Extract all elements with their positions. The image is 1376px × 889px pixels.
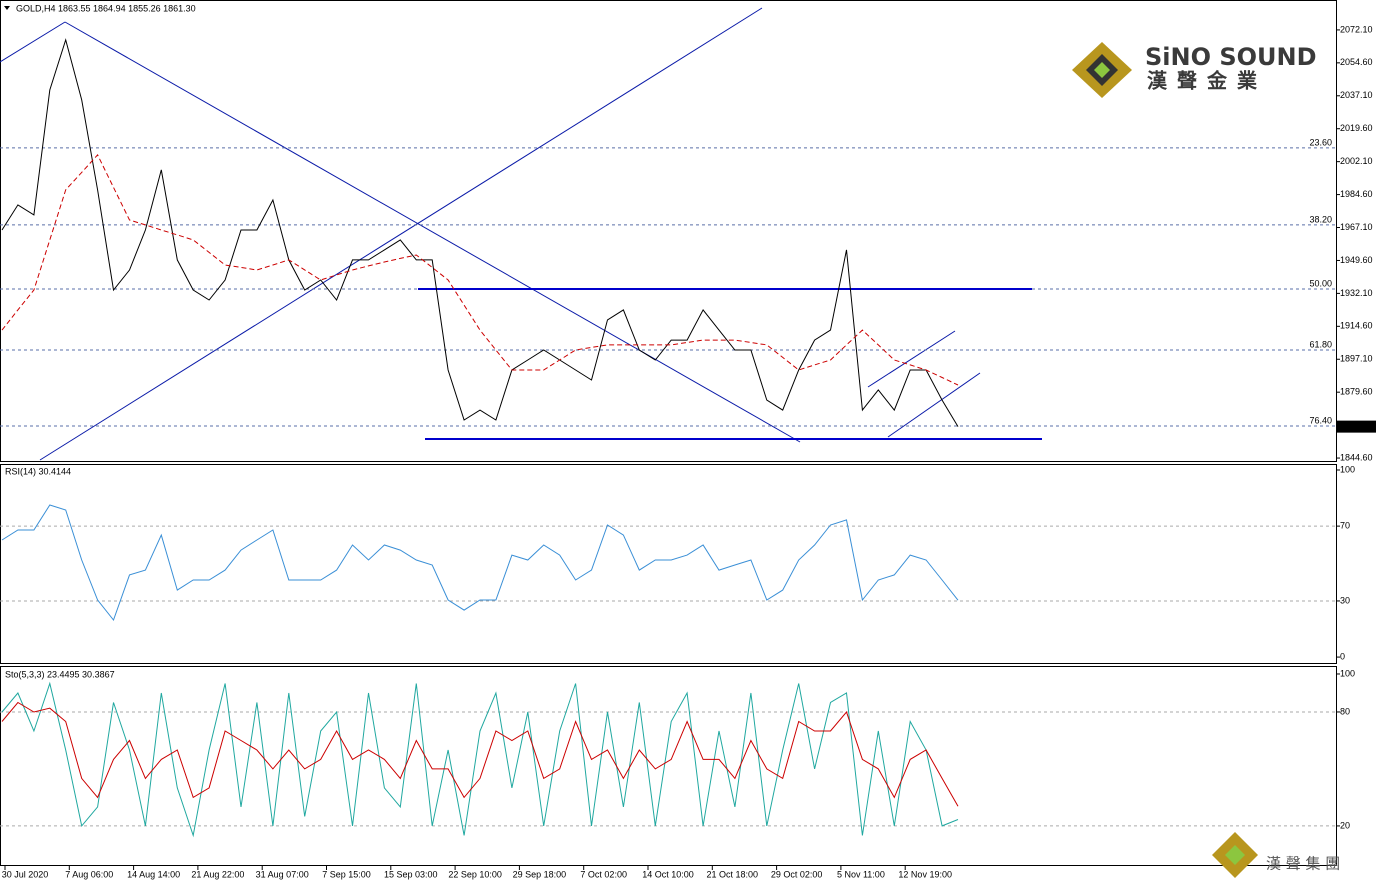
logo: SiNO SOUND 漢聲金業 漢 聲 集 團	[1072, 42, 1340, 878]
channel-line	[887, 372, 981, 438]
x-tick-label: 12 Nov 19:00	[898, 869, 952, 879]
y-tick-label: 70	[1340, 520, 1350, 530]
y-tick-label: 1897.10	[1340, 354, 1373, 364]
x-tick-label: 22 Sep 10:00	[448, 869, 502, 879]
y-tick-label: 100	[1340, 668, 1355, 678]
fib-label: 61.80	[1309, 339, 1332, 349]
rsi-title: RSI(14) 30.4144	[5, 466, 71, 476]
y-tick-label: 100	[1340, 464, 1355, 474]
y-tick-label: 2037.10	[1340, 90, 1373, 100]
footer-logo-core	[1225, 845, 1245, 865]
x-tick-label: 15 Sep 03:00	[384, 869, 438, 879]
y-tick-label: 20	[1340, 820, 1350, 830]
series-line	[1, 681, 959, 838]
series-line	[1, 504, 959, 622]
y-tick-label: 1984.60	[1340, 189, 1373, 199]
brand-name: SiNO SOUND	[1145, 43, 1317, 71]
y-tick-label: 80	[1340, 706, 1350, 716]
y-tick-label: 0	[1340, 651, 1345, 661]
x-tick-label: 14 Aug 14:00	[127, 869, 180, 879]
y-tick-label: 1932.10	[1340, 288, 1373, 298]
current-price-label: 1861.30	[1339, 421, 1372, 431]
fib-label: 50.00	[1309, 278, 1332, 288]
sto-title: Sto(5,3,3) 23.4495 30.3867	[5, 669, 115, 679]
x-tick-label: 21 Aug 22:00	[191, 869, 244, 879]
x-tick-label: 7 Aug 06:00	[65, 869, 113, 879]
y-tick-label: 1949.60	[1340, 255, 1373, 265]
trend-lines	[0, 7, 981, 461]
logo-core	[1094, 62, 1110, 78]
sto-panel-frame	[0, 666, 1337, 866]
channel-line	[867, 330, 956, 388]
x-tick-label: 30 Jul 2020	[2, 869, 49, 879]
y-tick-label: 30	[1340, 595, 1350, 605]
y-tick-label: 1879.60	[1340, 387, 1373, 397]
trend-line	[64, 21, 801, 443]
brand-chinese: 漢聲金業	[1147, 69, 1267, 93]
x-tick-label: 21 Oct 18:00	[707, 869, 759, 879]
symbol-marker	[4, 6, 10, 10]
x-tick-label: 31 Aug 07:00	[256, 869, 309, 879]
price-title: GOLD,H4 1863.55 1864.94 1855.26 1861.30	[16, 3, 196, 13]
y-tick-label: 1844.60	[1340, 452, 1373, 462]
x-tick-label: 7 Oct 02:00	[580, 869, 627, 879]
y-tick-label: 2002.10	[1340, 156, 1373, 166]
x-tick-label: 29 Oct 02:00	[771, 869, 823, 879]
series-line	[1, 38, 959, 427]
fib-label: 23.60	[1309, 137, 1332, 147]
panel-frames	[0, 0, 1337, 866]
rsi-panel-frame	[0, 464, 1337, 664]
series-line	[1, 701, 959, 807]
y-tick-label: 2072.10	[1340, 24, 1373, 34]
y-tick-label: 1914.60	[1340, 321, 1373, 331]
y-tick-label: 1967.10	[1340, 222, 1373, 232]
fib-label: 76.40	[1309, 415, 1332, 425]
x-tick-label: 7 Sep 15:00	[322, 869, 371, 879]
y-tick-label: 2019.60	[1340, 123, 1373, 133]
trend-line	[0, 21, 66, 63]
current-price-box	[1336, 420, 1376, 433]
trend-line	[39, 7, 763, 461]
x-tick-label: 29 Sep 18:00	[513, 869, 567, 879]
price-panel-frame	[0, 0, 1337, 462]
fib-label: 38.20	[1309, 214, 1332, 224]
y-tick-label: 2054.60	[1340, 57, 1373, 67]
x-tick-label: 5 Nov 11:00	[837, 869, 885, 879]
x-tick-label: 14 Oct 10:00	[642, 869, 694, 879]
footer-text: 漢 聲 集 團	[1266, 855, 1340, 873]
